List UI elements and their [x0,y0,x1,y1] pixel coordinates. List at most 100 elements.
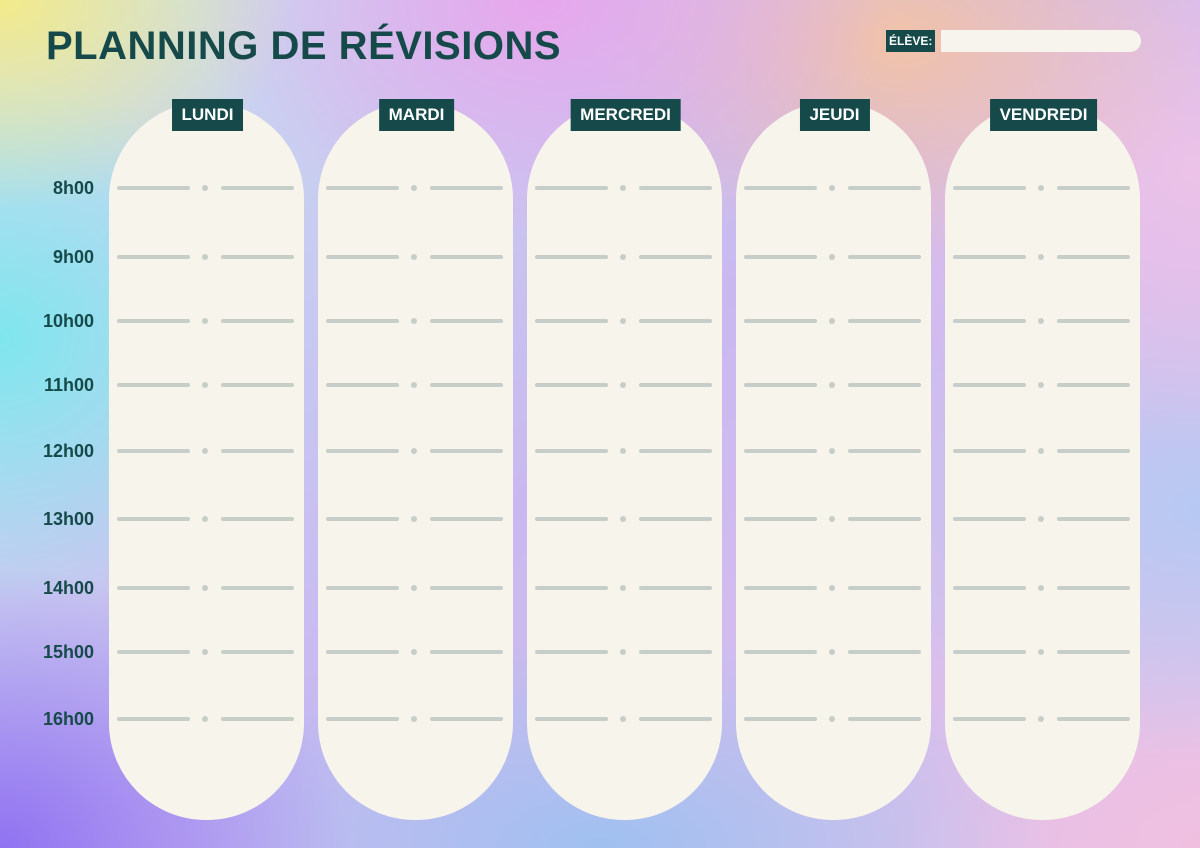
slot-separator-dot [1038,185,1044,191]
time-slot[interactable] [535,382,715,388]
slot-line-right [848,449,921,453]
slot-line-right [639,449,712,453]
slot-line-right [221,449,294,453]
slot-line-left [326,449,399,453]
time-slot[interactable] [535,516,715,522]
time-slot[interactable] [535,649,715,655]
slot-line-left [744,186,817,190]
slot-separator-dot [829,585,835,591]
slot-line-left [953,383,1026,387]
hour-label: 11h00 [43,375,94,395]
slot-separator-dot [620,649,626,655]
time-slot[interactable] [326,382,506,388]
slot-separator-dot [202,185,208,191]
time-slot[interactable] [117,516,297,522]
time-slot[interactable] [326,716,506,722]
time-slot[interactable] [744,382,924,388]
time-slot[interactable] [117,448,297,454]
slot-line-left [326,186,399,190]
time-slot[interactable] [744,448,924,454]
time-slot[interactable] [953,649,1133,655]
time-slot[interactable] [117,716,297,722]
slot-line-right [430,255,503,259]
day-label: MERCREDI [570,99,681,131]
slot-separator-dot [411,716,417,722]
slot-separator-dot [620,516,626,522]
time-slot[interactable] [117,585,297,591]
slot-line-left [953,650,1026,654]
slot-separator-dot [620,382,626,388]
slot-line-left [953,449,1026,453]
slot-separator-dot [411,585,417,591]
slot-separator-dot [202,716,208,722]
slot-line-left [117,383,190,387]
time-slot[interactable] [535,448,715,454]
slot-separator-dot [829,382,835,388]
time-slot[interactable] [326,649,506,655]
time-slot[interactable] [535,585,715,591]
time-slot[interactable] [953,716,1133,722]
time-slot[interactable] [744,516,924,522]
time-slot[interactable] [117,382,297,388]
slot-separator-dot [202,649,208,655]
slot-line-left [744,517,817,521]
slot-separator-dot [1038,318,1044,324]
slot-separator-dot [411,318,417,324]
slot-line-right [430,586,503,590]
time-slot[interactable] [535,716,715,722]
time-slot[interactable] [953,185,1133,191]
time-slot[interactable] [117,254,297,260]
time-slot[interactable] [953,585,1133,591]
time-slot[interactable] [535,185,715,191]
time-slot[interactable] [326,585,506,591]
time-slot[interactable] [953,448,1133,454]
slot-line-left [326,717,399,721]
slot-line-left [535,517,608,521]
slot-line-left [953,586,1026,590]
time-slot[interactable] [953,254,1133,260]
slot-separator-dot [202,318,208,324]
time-slot[interactable] [326,318,506,324]
slot-separator-dot [620,716,626,722]
slot-line-left [744,650,817,654]
time-slot[interactable] [744,649,924,655]
slot-line-right [1057,255,1130,259]
hour-label: 16h00 [42,709,94,729]
time-slot[interactable] [744,318,924,324]
slot-line-left [744,255,817,259]
hour-label: 15h00 [42,642,94,662]
slot-line-right [1057,383,1130,387]
time-slot[interactable] [744,185,924,191]
slot-line-right [221,383,294,387]
time-slot[interactable] [744,716,924,722]
student-name-input[interactable] [941,30,1141,52]
slot-line-right [1057,319,1130,323]
slot-line-right [848,650,921,654]
slot-line-left [326,517,399,521]
slot-line-right [848,586,921,590]
slot-separator-dot [202,585,208,591]
time-slot[interactable] [744,254,924,260]
slot-line-left [117,449,190,453]
slot-separator-dot [202,254,208,260]
time-slot[interactable] [535,318,715,324]
time-slot[interactable] [326,254,506,260]
slot-line-right [221,186,294,190]
slot-line-left [744,319,817,323]
time-slot[interactable] [744,585,924,591]
time-slot[interactable] [326,516,506,522]
time-slot[interactable] [326,185,506,191]
time-slot[interactable] [953,516,1133,522]
slot-separator-dot [1038,649,1044,655]
slot-line-left [117,319,190,323]
time-slot[interactable] [117,649,297,655]
time-slot[interactable] [953,382,1133,388]
slot-line-left [535,186,608,190]
time-slot[interactable] [326,448,506,454]
time-slot[interactable] [117,185,297,191]
time-slot[interactable] [535,254,715,260]
time-slot[interactable] [117,318,297,324]
day-label: JEUDI [799,99,870,131]
slot-line-left [744,717,817,721]
time-slot[interactable] [953,318,1133,324]
